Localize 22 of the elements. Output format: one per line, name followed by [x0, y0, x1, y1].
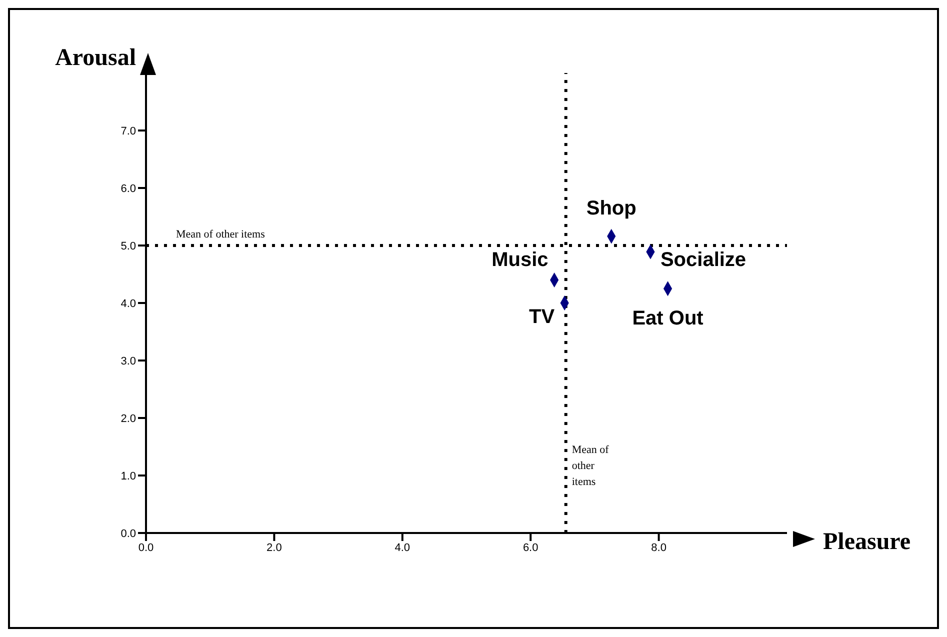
x-axis-title: Pleasure [823, 529, 911, 555]
x-tick-label: 6.0 [522, 542, 538, 554]
annotation: Eat Out [632, 308, 704, 330]
annotation: Shop [586, 197, 636, 220]
annotation: TV [529, 306, 556, 328]
y-tick-label: 7.0 [120, 125, 136, 138]
x-tick-label: 2.0 [266, 542, 282, 554]
ref-line-label: Mean of other items [176, 228, 265, 240]
y-tick-label: 3.0 [120, 355, 136, 368]
y-tick-label: 2.0 [120, 412, 136, 425]
x-tick-label: 8.0 [651, 542, 666, 554]
y-tick-label: 4.0 [120, 298, 136, 310]
x-tick-label: 4.0 [394, 542, 410, 554]
y-tick-label: 6.0 [120, 182, 136, 195]
ref-line-label: Mean of other items [572, 444, 610, 488]
annotation: Music [492, 249, 548, 271]
y-tick-label: 5.0 [120, 240, 136, 252]
y-tick-label: 0.0 [120, 528, 136, 540]
x-tick-label: 0.0 [138, 542, 154, 554]
y-axis-title: Arousal [55, 45, 136, 71]
annotation: Socialize [660, 248, 746, 271]
y-tick-label: 1.0 [120, 470, 136, 482]
